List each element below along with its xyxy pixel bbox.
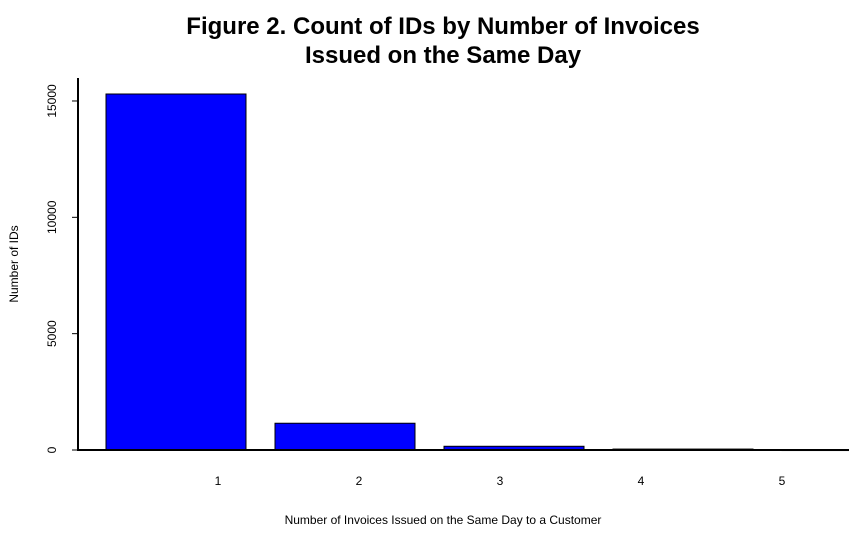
x-tick-label: 5: [779, 474, 786, 488]
x-tick-label: 3: [497, 474, 504, 488]
y-tick-label: 15000: [45, 84, 59, 118]
bars-group: [105, 93, 849, 452]
x-tick-label: 2: [356, 474, 363, 488]
chart-title-line-1: Figure 2. Count of IDs by Number of Invo…: [186, 13, 699, 40]
bar-1: [105, 93, 247, 451]
x-tick-label: 4: [638, 474, 645, 488]
y-tick-label: 0: [45, 446, 59, 453]
y-axis-label: Number of IDs: [7, 225, 21, 302]
y-tick-label: 5000: [45, 320, 59, 347]
chart-title-line-2: Issued on the Same Day: [305, 42, 582, 69]
y-tick-label: 10000: [45, 200, 59, 234]
x-axis-label: Number of Invoices Issued on the Same Da…: [285, 513, 602, 527]
bar-2: [274, 422, 416, 451]
x-ticks-group: 1 2 3 4 5: [215, 474, 786, 488]
y-ticks-group: 0 5000 10000 15000: [45, 84, 78, 453]
x-tick-label: 1: [215, 474, 222, 488]
